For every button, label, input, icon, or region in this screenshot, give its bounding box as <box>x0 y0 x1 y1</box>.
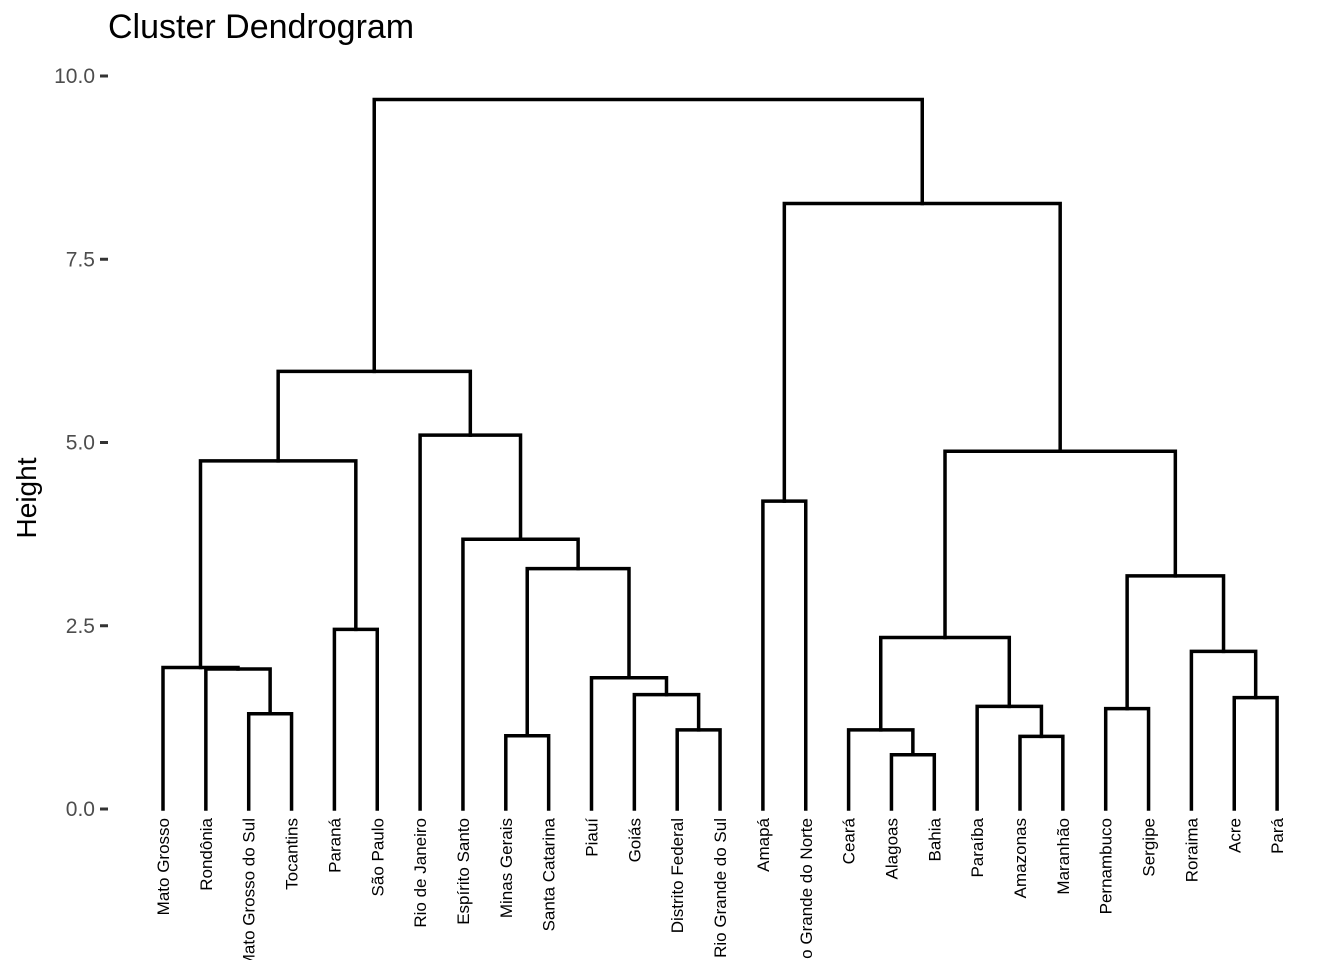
branch-m10 <box>525 566 631 738</box>
leaf-label-rondonia: Rondônia <box>197 817 216 890</box>
leaf-label-rio-grande-do-norte: Rio Grande do Norte <box>797 818 816 960</box>
y-tick-label: 10.0 <box>54 65 95 88</box>
branch-m25 <box>782 201 1062 503</box>
leaf-label-sao-paulo: São Paulo <box>368 818 387 896</box>
branch-m20 <box>1103 706 1151 811</box>
branch-m9 <box>589 676 669 811</box>
branch-m3 <box>161 665 240 811</box>
branch-m15 <box>889 753 937 811</box>
leaf-label-roraima: Roraima <box>1182 817 1201 882</box>
branch-m5 <box>198 459 358 670</box>
y-tick-label: 7.5 <box>66 248 95 271</box>
leaf-label-goias: Goiás <box>625 818 644 862</box>
branch-m22 <box>1189 649 1258 811</box>
leaf-label-alagoas: Alagoas <box>882 818 901 879</box>
leaf-label-mato-grosso-do-sul: Mato Grosso do Sul <box>240 818 259 960</box>
branch-m7 <box>675 728 722 811</box>
branch-m13 <box>276 369 473 463</box>
leaf-labels: Mato Grosso Rondônia Mato Grosso do Sul Toc… <box>154 817 1287 960</box>
leaf-label-maranhao: Maranhão <box>1054 818 1073 895</box>
branch-m1 <box>246 711 294 811</box>
leaf-label-sergipe: Sergipe <box>1140 818 1159 877</box>
branch-m17 <box>1018 734 1065 811</box>
leaf-label-rio-grande-do-sul: Rio Grande do Sul <box>711 818 730 958</box>
leaf-label-rio-de-janeiro: Rio de Janeiro <box>411 818 430 928</box>
y-tick-label: 0.0 <box>66 798 95 821</box>
leaf-label-parana: Paraná <box>325 817 344 872</box>
leaf-label-para: Pará <box>1268 817 1287 853</box>
leaf-label-paraiba: Paraíba <box>968 817 987 877</box>
y-axis: 0.0 2.5 5.0 7.5 10.0 <box>54 65 108 821</box>
dendrogram-branches <box>161 97 1279 811</box>
y-tick-label: 5.0 <box>66 432 95 455</box>
branch-m8 <box>632 692 701 811</box>
leaf-label-amazonas: Amazonas <box>1011 818 1030 898</box>
branch-m24 <box>943 449 1178 640</box>
branch-m23 <box>1125 574 1226 711</box>
leaf-label-distrito-federal: Distrito Federal <box>668 818 687 933</box>
leaf-label-minas-gerais: Minas Gerais <box>497 818 516 918</box>
leaf-label-tocantins: Tocantins <box>283 818 302 890</box>
leaf-label-piaui: Piauí <box>583 818 602 857</box>
chart-title: Cluster Dendrogram <box>108 8 414 46</box>
leaf-label-bahia: Bahia <box>925 817 944 861</box>
y-tick-label: 2.5 <box>66 615 95 638</box>
leaf-label-mato-grosso: Mato Grosso <box>154 818 173 915</box>
leaf-label-ceara: Ceará <box>840 817 859 864</box>
branch-m14 <box>761 499 808 811</box>
leaf-label-santa-catarina: Santa Catarina <box>540 817 559 931</box>
branch-m19 <box>878 635 1012 732</box>
branch-m4 <box>332 627 379 811</box>
leaf-label-espirito-santo: Espírito Santo <box>454 818 473 925</box>
branch-m16 <box>846 728 915 811</box>
y-axis-label: Height <box>11 457 42 538</box>
leaf-label-amapa: Amapá <box>754 817 773 871</box>
branch-m21 <box>1232 695 1279 811</box>
branch-m26 <box>372 97 924 374</box>
branch-m18 <box>975 704 1044 811</box>
leaf-label-acre: Acre <box>1225 818 1244 853</box>
branch-m2 <box>204 667 272 811</box>
branch-m11 <box>461 537 580 811</box>
leaf-label-pernambuco: Pernambuco <box>1097 818 1116 914</box>
branch-m6 <box>504 733 551 811</box>
